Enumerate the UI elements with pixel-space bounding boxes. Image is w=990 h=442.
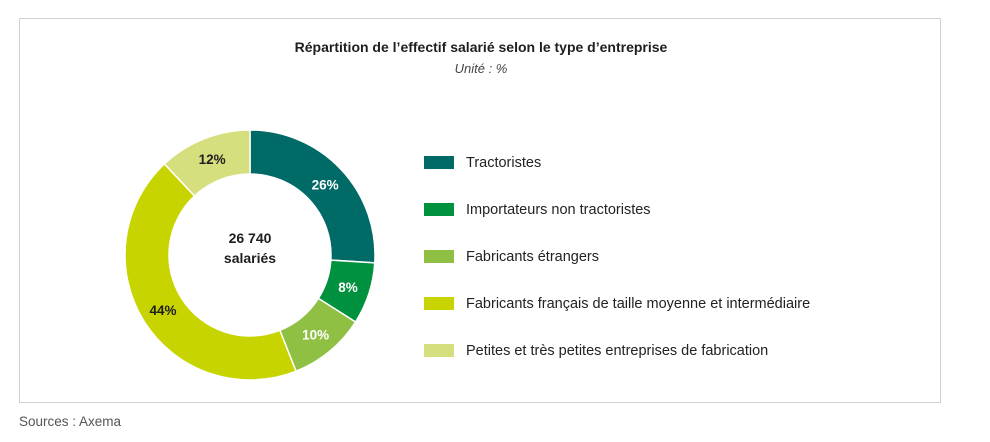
legend-label: Importateurs non tractoristes	[466, 201, 651, 218]
slice-label-4: 44%	[150, 303, 177, 318]
slice-label-2: 8%	[338, 280, 358, 295]
slice-label-3: 10%	[302, 327, 329, 342]
legend-label: Fabricants étrangers	[466, 248, 599, 265]
legend-item: Tractoristes	[424, 139, 810, 186]
slice-label-5: 12%	[199, 152, 226, 167]
legend-item: Petites et très petites entreprises de f…	[424, 327, 810, 374]
donut-slice-5	[163, 129, 251, 198]
legend-swatch	[424, 344, 454, 357]
legend-swatch	[424, 297, 454, 310]
donut-slice-4	[124, 162, 297, 381]
legend-label: Tractoristes	[466, 154, 542, 171]
legend-swatch	[424, 156, 454, 169]
source-note: Sources : Axema	[19, 414, 122, 429]
legend-item: Fabricants français de taille moyenne et…	[424, 280, 810, 327]
donut-chart: 26% 8% 10% 44% 12% 26 740 salariés	[124, 129, 376, 381]
legend-label: Petites et très petites entreprises de f…	[466, 342, 769, 359]
slice-label-1: 26%	[312, 177, 339, 192]
legend-item: Importateurs non tractoristes	[424, 186, 810, 233]
center-total: 26 740	[229, 230, 272, 246]
legend-swatch	[424, 250, 454, 263]
center-unit: salariés	[224, 250, 276, 266]
chart-unit: Unité : %	[454, 61, 508, 76]
legend-label: Fabricants français de taille moyenne et…	[466, 295, 811, 312]
legend-item: Fabricants étrangers	[424, 233, 810, 280]
legend: Tractoristes Importateurs non tractorist…	[424, 139, 810, 374]
chart-title: Répartition de l’effectif salarié selon …	[294, 39, 668, 55]
chart-frame: Répartition de l’effectif salarié selon …	[19, 18, 941, 403]
legend-swatch	[424, 203, 454, 216]
